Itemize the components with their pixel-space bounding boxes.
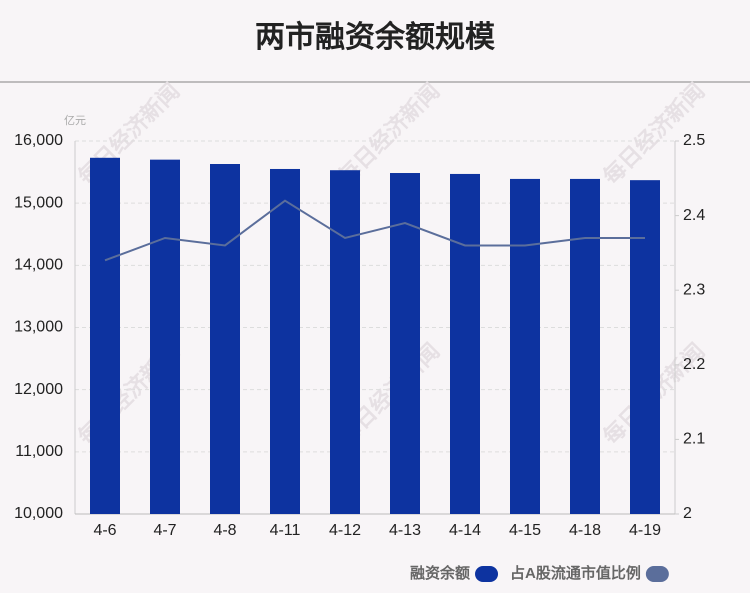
y-unit: 亿元 — [64, 114, 86, 127]
y-tick-label: 13,000 — [14, 319, 63, 336]
legend-swatch — [475, 566, 499, 582]
x-tick-label: 4-13 — [389, 522, 421, 539]
x-tick-label: 4-19 — [629, 522, 661, 539]
x-tick-label: 4-18 — [569, 522, 601, 539]
chart-title: 两市融资余额规模 — [255, 20, 495, 54]
y-tick-label: 14,000 — [14, 257, 63, 274]
bar — [330, 170, 360, 515]
bar — [390, 173, 420, 514]
y2-tick-label: 2.5 — [683, 132, 705, 149]
legend-label: 占A股流通市值比例 — [510, 564, 641, 582]
y2-tick-label: 2.2 — [683, 356, 705, 373]
bar — [210, 164, 240, 515]
x-tick-label: 4-15 — [509, 522, 541, 539]
y2-tick-label: 2.3 — [683, 281, 705, 298]
legend-swatch — [645, 566, 669, 582]
x-tick-label: 4-12 — [329, 522, 361, 539]
bar — [450, 173, 480, 514]
bar — [270, 168, 300, 514]
y2-tick-label: 2.4 — [683, 207, 705, 224]
legend-label: 融资余额 — [410, 564, 470, 582]
y2-tick-label: 2 — [683, 505, 692, 522]
bar — [570, 178, 600, 514]
y-tick-label: 12,000 — [14, 381, 63, 398]
x-tick-label: 4-7 — [153, 522, 176, 539]
x-tick-label: 4-11 — [270, 522, 301, 539]
bar — [90, 157, 120, 514]
x-tick-label: 4-8 — [213, 522, 236, 539]
y-tick-label: 11,000 — [15, 443, 63, 460]
y-tick-label: 10,000 — [14, 505, 63, 522]
bar — [150, 159, 180, 514]
y-tick-label: 16,000 — [14, 132, 63, 149]
bar — [630, 180, 660, 515]
x-tick-label: 4-6 — [93, 522, 116, 539]
y-tick-label: 15,000 — [14, 194, 63, 211]
x-tick-label: 4-14 — [449, 522, 481, 539]
y2-tick-label: 2.1 — [683, 431, 705, 448]
line — [104, 199, 645, 262]
bar — [510, 178, 540, 514]
